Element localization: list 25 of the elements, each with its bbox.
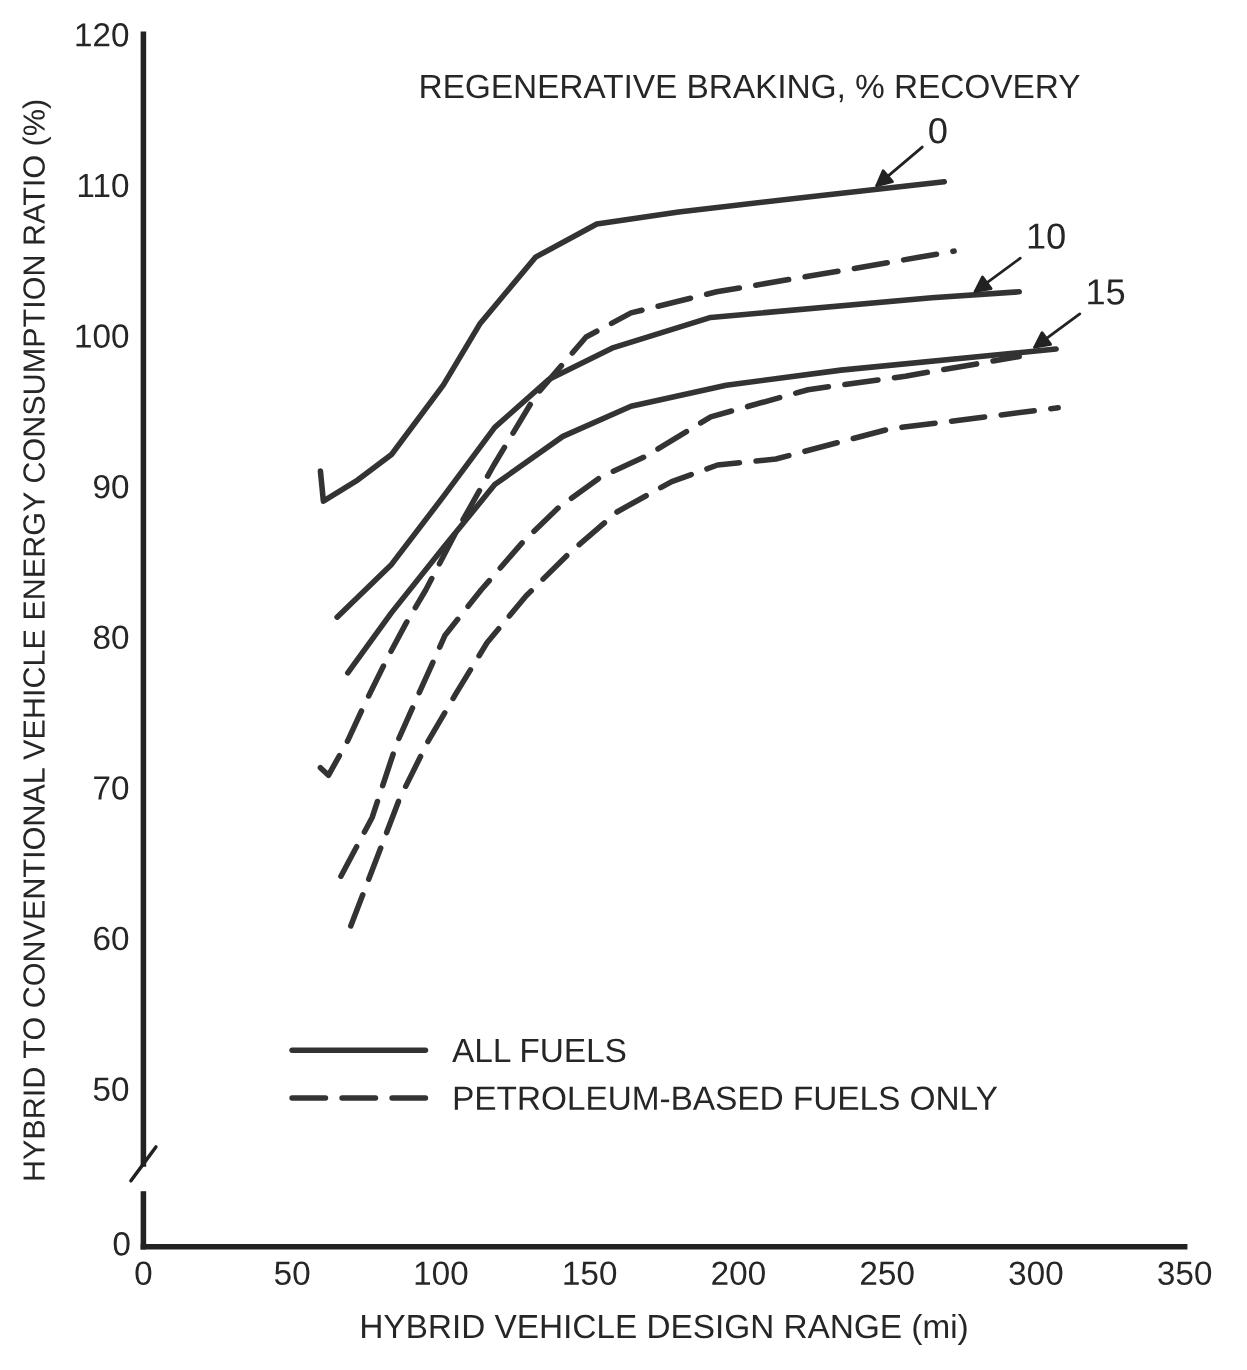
x-tick-label: 150 [564,1261,617,1286]
x-tick-label: 250 [861,1261,914,1286]
y-tick-label: 110 [78,173,129,198]
text: 0 [113,1232,130,1256]
x-tick-label: 50 [274,1261,310,1286]
y-tick-label: 60 [94,926,129,951]
y-axis-title: HYBRID TO CONVENTIONAL VEHICLE ENERGY CONSUMPTION RATIO (%) [22,100,51,1180]
x-tick-label: 300 [1009,1261,1063,1286]
x-tick-label: 0 [135,1261,152,1286]
annotation: 0 [929,117,947,144]
annotation: 15 [1088,279,1125,305]
y-tick-label: 70 [94,776,129,800]
y-tick-label: 100 [76,324,129,348]
y-tick-label: 90 [94,474,129,499]
legend-label: PETROLEUM-BASED FUELS ONLY [454,1086,998,1111]
annotation: REGENERATIVE BRAKING, % RECOVERY [421,74,1080,103]
x-tick-label: 200 [712,1261,765,1286]
y-tick-label: 120 [76,23,129,47]
y-tick-label: 50 [93,1077,129,1101]
x-axis-title: HYBRID VEHICLE DESIGN RANGE (mi) [362,1313,967,1345]
x-tick-label: 350 [1158,1261,1212,1286]
legend-label: ALL FUELS [452,1038,626,1063]
x-tick-label: 100 [415,1261,468,1286]
annotation: 10 [1028,223,1065,249]
y-tick-label: 80 [93,625,129,650]
